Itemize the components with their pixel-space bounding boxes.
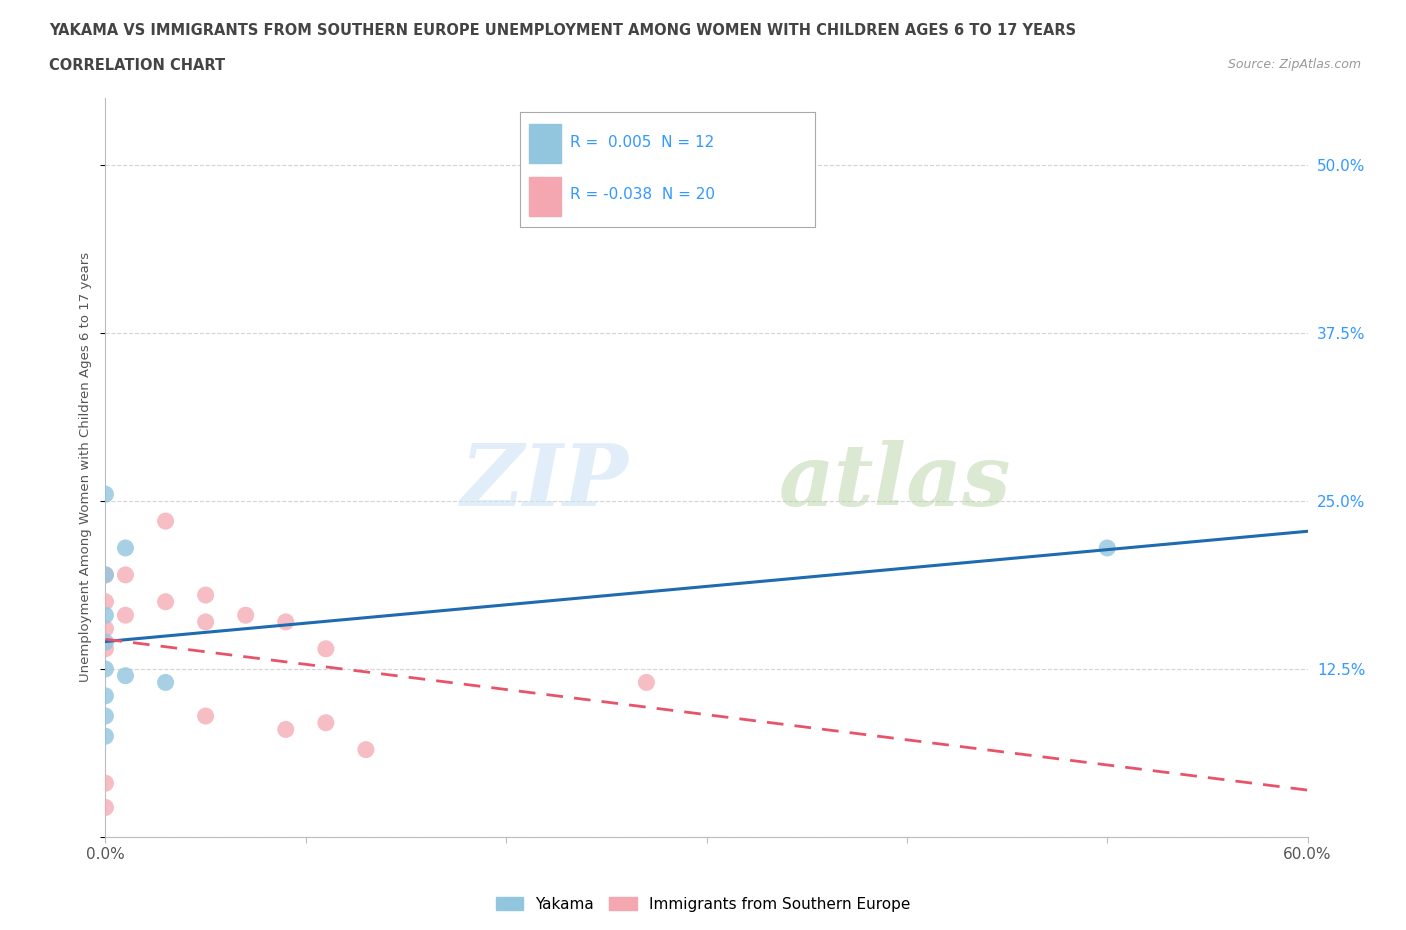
Point <box>94 709 117 724</box>
Point <box>274 615 297 630</box>
Point <box>94 729 117 744</box>
Point <box>636 675 658 690</box>
Point <box>155 594 177 609</box>
Point <box>194 588 217 603</box>
Point <box>235 608 257 623</box>
Point <box>194 709 217 724</box>
Point <box>94 567 117 582</box>
Point <box>315 715 337 730</box>
Point <box>354 742 377 757</box>
Point <box>1097 540 1119 555</box>
Point <box>94 661 117 676</box>
Text: ZIP: ZIP <box>461 441 628 524</box>
Point <box>94 594 117 609</box>
Point <box>94 567 117 582</box>
Text: CORRELATION CHART: CORRELATION CHART <box>49 58 225 73</box>
Text: atlas: atlas <box>779 441 1011 524</box>
Point <box>114 567 136 582</box>
Point <box>155 513 177 528</box>
Point <box>94 608 117 623</box>
Point <box>94 486 117 501</box>
Point <box>94 776 117 790</box>
Point <box>94 800 117 815</box>
Point <box>114 540 136 555</box>
Y-axis label: Unemployment Among Women with Children Ages 6 to 17 years: Unemployment Among Women with Children A… <box>79 252 93 683</box>
Point <box>114 669 136 684</box>
Point <box>274 722 297 737</box>
Text: Source: ZipAtlas.com: Source: ZipAtlas.com <box>1227 58 1361 71</box>
Point <box>155 675 177 690</box>
Point <box>194 615 217 630</box>
Point <box>94 688 117 703</box>
Point <box>94 621 117 636</box>
Point <box>94 642 117 657</box>
Point <box>315 642 337 657</box>
Point <box>94 634 117 649</box>
Point <box>114 608 136 623</box>
Legend: Yakama, Immigrants from Southern Europe: Yakama, Immigrants from Southern Europe <box>489 890 917 918</box>
Text: YAKAMA VS IMMIGRANTS FROM SOUTHERN EUROPE UNEMPLOYMENT AMONG WOMEN WITH CHILDREN: YAKAMA VS IMMIGRANTS FROM SOUTHERN EUROP… <box>49 23 1077 38</box>
